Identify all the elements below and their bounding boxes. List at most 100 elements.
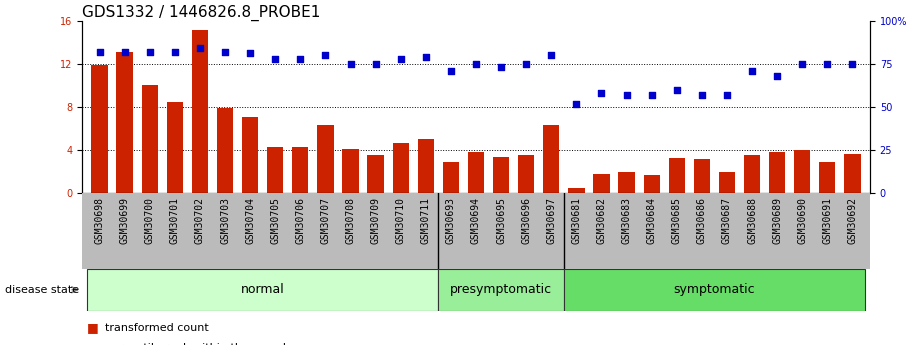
Text: GSM30703: GSM30703 — [220, 197, 230, 244]
Text: GSM30702: GSM30702 — [195, 197, 205, 244]
Point — [243, 51, 258, 56]
Point — [720, 92, 734, 98]
Point — [619, 92, 634, 98]
Point — [544, 52, 558, 58]
Bar — [438, 269, 564, 310]
Point — [494, 65, 508, 70]
Text: GSM30709: GSM30709 — [371, 197, 381, 244]
Point — [394, 56, 408, 61]
Point — [293, 56, 308, 61]
Point — [368, 61, 383, 67]
Bar — [242, 117, 259, 193]
Text: transformed count: transformed count — [105, 323, 209, 333]
Text: percentile rank within the sample: percentile rank within the sample — [105, 344, 292, 345]
Text: GDS1332 / 1446826.8_PROBE1: GDS1332 / 1446826.8_PROBE1 — [82, 4, 321, 21]
Bar — [794, 150, 811, 193]
Text: GSM30694: GSM30694 — [471, 197, 481, 244]
Bar — [343, 149, 359, 193]
Point — [745, 68, 760, 73]
Point — [168, 49, 182, 55]
Text: normal: normal — [241, 283, 284, 296]
Text: GSM30701: GSM30701 — [169, 197, 179, 244]
Bar — [417, 139, 434, 193]
Bar — [669, 158, 685, 193]
Point — [569, 101, 584, 106]
Bar — [769, 152, 785, 193]
Point — [418, 54, 433, 60]
Point — [118, 49, 132, 55]
Point — [343, 61, 358, 67]
Text: GSM30697: GSM30697 — [547, 197, 557, 244]
Point — [192, 46, 207, 51]
Text: GSM30685: GSM30685 — [671, 197, 681, 244]
Bar — [493, 157, 509, 193]
Bar — [217, 108, 233, 193]
Text: ■: ■ — [87, 321, 98, 334]
Text: GSM30690: GSM30690 — [797, 197, 807, 244]
Point — [594, 90, 609, 96]
Point — [670, 87, 684, 92]
Bar — [91, 65, 107, 193]
Bar — [593, 174, 609, 193]
Bar — [267, 147, 283, 193]
Bar — [393, 142, 409, 193]
Text: GSM30699: GSM30699 — [119, 197, 129, 244]
Bar — [643, 175, 660, 193]
Text: GSM30707: GSM30707 — [321, 197, 331, 244]
Point — [444, 68, 458, 73]
Bar — [693, 159, 710, 193]
Point — [644, 92, 659, 98]
Text: GSM30684: GSM30684 — [647, 197, 657, 244]
Bar — [619, 171, 635, 193]
Text: GSM30708: GSM30708 — [345, 197, 355, 244]
Text: GSM30711: GSM30711 — [421, 197, 431, 244]
Text: GSM30696: GSM30696 — [521, 197, 531, 244]
Point — [268, 56, 282, 61]
Bar — [317, 125, 333, 193]
Text: GSM30682: GSM30682 — [597, 197, 607, 244]
Point — [770, 73, 784, 79]
Bar — [192, 30, 208, 193]
Text: presymptomatic: presymptomatic — [450, 283, 552, 296]
Text: GSM30700: GSM30700 — [145, 197, 155, 244]
Point — [694, 92, 709, 98]
Text: GSM30693: GSM30693 — [445, 197, 456, 244]
Bar — [167, 101, 183, 193]
Bar — [844, 155, 861, 193]
Text: ■: ■ — [87, 342, 98, 345]
Text: GSM30683: GSM30683 — [621, 197, 631, 244]
Text: GSM30698: GSM30698 — [95, 197, 105, 244]
Bar — [564, 269, 865, 310]
Text: GSM30691: GSM30691 — [823, 197, 833, 244]
Text: GSM30705: GSM30705 — [271, 197, 281, 244]
Bar — [367, 156, 384, 193]
Text: GSM30704: GSM30704 — [245, 197, 255, 244]
Point — [218, 49, 232, 55]
Bar — [719, 171, 735, 193]
Bar — [518, 156, 535, 193]
Point — [845, 61, 860, 67]
Bar — [568, 188, 585, 193]
Text: GSM30692: GSM30692 — [847, 197, 857, 244]
Bar — [141, 86, 158, 193]
Point — [519, 61, 534, 67]
Point — [142, 49, 157, 55]
Bar — [744, 156, 760, 193]
Bar — [443, 162, 459, 193]
Text: GSM30686: GSM30686 — [697, 197, 707, 244]
Text: GSM30681: GSM30681 — [571, 197, 581, 244]
Bar — [819, 162, 835, 193]
Point — [92, 49, 107, 55]
Bar — [292, 147, 309, 193]
Text: GSM30689: GSM30689 — [773, 197, 783, 244]
Bar — [87, 269, 438, 310]
Text: GSM30687: GSM30687 — [722, 197, 732, 244]
Point — [469, 61, 484, 67]
Text: symptomatic: symptomatic — [673, 283, 755, 296]
Text: GSM30695: GSM30695 — [496, 197, 507, 244]
Point — [795, 61, 810, 67]
Point — [820, 61, 834, 67]
Text: GSM30688: GSM30688 — [747, 197, 757, 244]
Bar — [543, 125, 559, 193]
Text: GSM30710: GSM30710 — [395, 197, 405, 244]
